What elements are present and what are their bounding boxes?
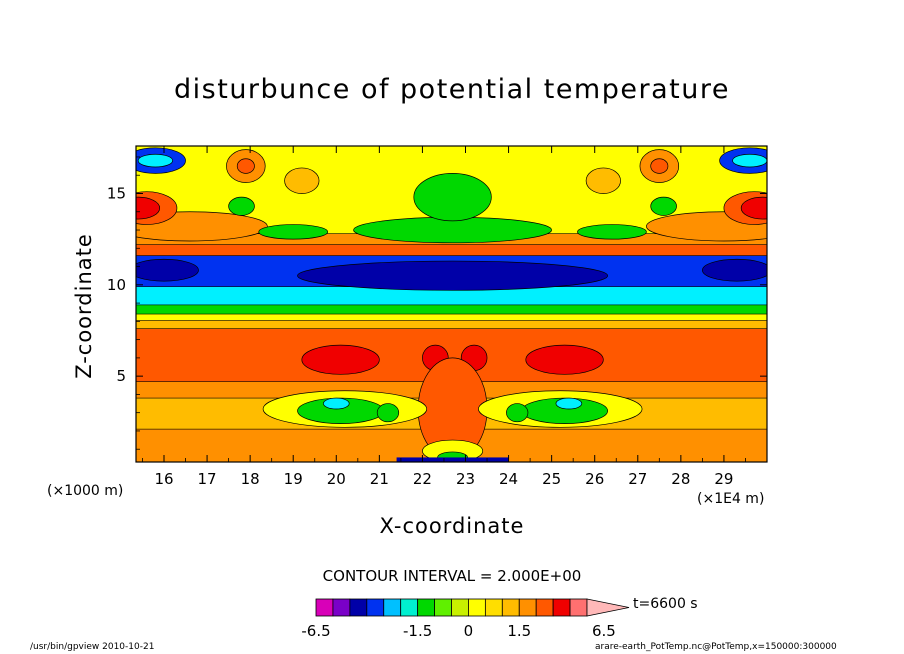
x-tick-label: 25 bbox=[542, 470, 561, 488]
anomaly-deep-blue-right bbox=[702, 258, 767, 282]
colorbar-tick-label: 1.5 bbox=[507, 622, 531, 640]
anomaly-cyan-left-17 bbox=[137, 153, 173, 168]
colorbar-cell bbox=[484, 598, 503, 617]
colorbar-cell bbox=[451, 598, 469, 617]
x-tick-label: 24 bbox=[499, 470, 518, 488]
time-label: t=6600 s bbox=[633, 596, 698, 612]
chart-title: disturbunce of potential temperature bbox=[174, 74, 730, 105]
y-tick-label: 5 bbox=[116, 367, 126, 385]
anomaly-green-left-13 bbox=[258, 224, 329, 240]
x-tick-label: 20 bbox=[327, 470, 346, 488]
colorbar-tick-label: 6.5 bbox=[592, 622, 616, 640]
x-tick-label: 18 bbox=[241, 470, 260, 488]
anomaly-deep-blue-base bbox=[396, 457, 509, 462]
colorbar-cell bbox=[434, 598, 452, 617]
x-tick-label: 28 bbox=[671, 470, 690, 488]
colorbar-tick-label: 0 bbox=[464, 622, 474, 640]
anomaly-gold-right-16 bbox=[585, 167, 621, 194]
anomaly-red-left-14 bbox=[136, 196, 161, 220]
x-tick-label: 29 bbox=[714, 470, 733, 488]
colorbar-cell bbox=[468, 598, 486, 617]
colorbar-cell bbox=[383, 598, 402, 617]
anomaly-orange-right-13 bbox=[646, 211, 767, 242]
anomaly-red-left-6 bbox=[301, 344, 380, 375]
colorbar-tick-label: -1.5 bbox=[403, 622, 432, 640]
anomaly-green-left-14 bbox=[228, 196, 255, 216]
x-tick-label: 16 bbox=[154, 470, 173, 488]
colorbar-cell bbox=[417, 598, 435, 617]
band-green-8 bbox=[136, 304, 767, 316]
y-tick-label: 15 bbox=[107, 184, 126, 202]
anomaly-deep-blue-center bbox=[297, 260, 608, 291]
anomaly-deep-blue-left bbox=[136, 258, 199, 282]
x-tick-label: 27 bbox=[628, 470, 647, 488]
x-axis-label: X-coordinate bbox=[379, 514, 525, 538]
colorbar-cell bbox=[315, 598, 334, 617]
x-unit-right: (×1E4 m) bbox=[697, 491, 765, 507]
x-axis-ticks: 16 17 18 19 20 21 22 23 24 25 26 27 28 29 bbox=[142, 146, 746, 488]
colorbar-cell bbox=[349, 598, 368, 617]
anomaly-cyan-right-17 bbox=[732, 153, 767, 168]
anomaly-green-center-15 bbox=[413, 173, 492, 222]
anomaly-dark-orange-left-16 bbox=[236, 158, 255, 174]
x-unit-left: (×1000 m) bbox=[47, 483, 124, 499]
y-axis-ticks: 5 10 15 bbox=[107, 156, 767, 450]
anomaly-cyan-left-3 bbox=[323, 397, 350, 410]
anomaly-green-right-13 bbox=[577, 224, 647, 240]
colorbar-extend-arrow bbox=[586, 598, 630, 617]
anomaly-cyan-right-3 bbox=[555, 397, 583, 410]
x-tick-label: 23 bbox=[456, 470, 475, 488]
anomaly-green-right-14 bbox=[650, 196, 677, 216]
x-tick-label: 21 bbox=[370, 470, 389, 488]
contour-interval-label: CONTOUR INTERVAL = 2.000E+00 bbox=[322, 567, 582, 585]
anomaly-green-near-right bbox=[506, 403, 529, 423]
colorbar-cell bbox=[400, 598, 419, 617]
anomaly-green-near-left bbox=[376, 403, 400, 423]
y-axis-label: Z-coordinate bbox=[72, 233, 96, 379]
colorbar: -6.5 -1.5 0 1.5 6.5 bbox=[301, 598, 630, 640]
colorbar-cell bbox=[552, 598, 571, 617]
anomaly-red-right-14 bbox=[740, 196, 767, 220]
anomaly-gold-left-16 bbox=[284, 167, 320, 194]
colorbar-cell bbox=[501, 598, 520, 617]
colorbar-cell bbox=[366, 598, 385, 617]
colorbar-cell bbox=[569, 598, 588, 617]
anomaly-dark-orange-right-16 bbox=[650, 158, 669, 174]
x-tick-label: 22 bbox=[413, 470, 432, 488]
colorbar-cell bbox=[535, 598, 554, 617]
footer-right: arare-earth_PotTemp.nc@PotTemp,x=150000:… bbox=[595, 642, 837, 652]
colorbar-tick-label: -6.5 bbox=[301, 622, 330, 640]
anomaly-red-right-6 bbox=[525, 344, 604, 375]
footer-left: /usr/bin/gpview 2010-10-21 bbox=[30, 642, 155, 652]
y-tick-label: 10 bbox=[107, 276, 126, 294]
x-tick-label: 19 bbox=[284, 470, 303, 488]
contour-field bbox=[136, 146, 767, 462]
plot-frame bbox=[135, 145, 768, 463]
colorbar-cell bbox=[332, 598, 351, 617]
x-tick-label: 26 bbox=[585, 470, 604, 488]
colorbar-cell bbox=[518, 598, 537, 617]
x-tick-label: 17 bbox=[198, 470, 217, 488]
